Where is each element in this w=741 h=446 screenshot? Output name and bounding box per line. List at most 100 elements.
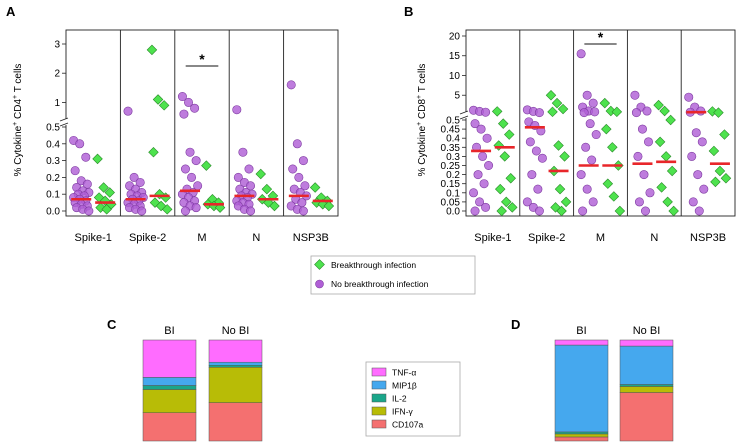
bar-segment bbox=[554, 433, 609, 438]
category-label: N bbox=[650, 232, 658, 244]
bar-segment bbox=[208, 367, 263, 403]
point-breakthrough bbox=[560, 196, 572, 208]
point-no-breakthrough bbox=[294, 172, 304, 182]
y-tick-label: 2 bbox=[54, 69, 60, 80]
significance-star: * bbox=[598, 29, 604, 45]
point-breakthrough bbox=[719, 129, 730, 140]
bar-segment bbox=[554, 436, 609, 442]
point-breakthrough bbox=[104, 187, 115, 198]
panel-d: D BI No BI bbox=[511, 317, 674, 442]
point-breakthrough bbox=[493, 140, 504, 151]
bar-legend-label: MIP1β bbox=[392, 381, 417, 391]
point-no-breakthrough bbox=[581, 142, 591, 152]
point-no-breakthrough bbox=[684, 92, 694, 102]
point-no-breakthrough bbox=[576, 170, 586, 180]
point-no-breakthrough bbox=[590, 107, 600, 117]
y-tick-label: 0.1 bbox=[46, 190, 60, 201]
point-no-breakthrough bbox=[478, 151, 488, 161]
point-no-breakthrough bbox=[582, 90, 592, 100]
bar-segment bbox=[142, 339, 197, 378]
point-breakthrough bbox=[261, 183, 273, 195]
point-breakthrough bbox=[501, 196, 512, 208]
point-breakthrough bbox=[504, 129, 515, 140]
point-no-breakthrough bbox=[588, 197, 598, 207]
point-breakthrough bbox=[496, 205, 507, 217]
bar-segment bbox=[142, 377, 197, 386]
y-tick-label: 0.0 bbox=[46, 207, 60, 218]
point-breakthrough bbox=[146, 44, 158, 56]
category-label: NSP3B bbox=[293, 232, 329, 244]
point-no-breakthrough bbox=[481, 107, 491, 117]
point-no-breakthrough bbox=[292, 139, 302, 149]
bar-segment bbox=[554, 431, 609, 435]
legend-no-breakthrough-marker bbox=[315, 279, 324, 289]
ylabel-a: % Cytokine+ CD4+ T cells bbox=[12, 64, 24, 177]
point-no-breakthrough bbox=[642, 106, 652, 116]
point-breakthrough bbox=[659, 105, 670, 117]
point-no-breakthrough bbox=[639, 170, 649, 180]
point-no-breakthrough bbox=[484, 161, 494, 171]
point-breakthrough bbox=[602, 178, 614, 189]
point-no-breakthrough bbox=[135, 177, 145, 187]
bar-legend-swatch bbox=[371, 367, 387, 377]
point-breakthrough bbox=[269, 200, 280, 212]
point-no-breakthrough bbox=[246, 206, 256, 216]
point-breakthrough bbox=[553, 140, 564, 151]
significance-star: * bbox=[199, 51, 205, 67]
bar-legend-label: TNF-α bbox=[392, 368, 416, 378]
point-no-breakthrough bbox=[582, 184, 592, 194]
point-breakthrough bbox=[545, 89, 557, 101]
point-no-breakthrough bbox=[185, 147, 195, 157]
point-no-breakthrough bbox=[631, 108, 641, 118]
point-breakthrough bbox=[551, 97, 563, 109]
point-breakthrough bbox=[309, 182, 321, 193]
point-no-breakthrough bbox=[129, 172, 139, 182]
panel-c: C BI No BI bbox=[107, 317, 263, 442]
y-tick-label: 0.35 bbox=[441, 143, 461, 154]
point-breakthrough bbox=[491, 106, 503, 117]
point-breakthrough bbox=[665, 114, 676, 126]
point-no-breakthrough bbox=[190, 103, 200, 113]
point-breakthrough bbox=[92, 153, 103, 165]
axis-break-mark bbox=[459, 110, 469, 115]
point-breakthrough bbox=[713, 107, 724, 118]
point-no-breakthrough bbox=[588, 98, 598, 108]
point-no-breakthrough bbox=[232, 105, 242, 115]
y-tick-label: 0.05 bbox=[441, 197, 461, 208]
point-no-breakthrough bbox=[694, 206, 704, 216]
plot-frame bbox=[465, 29, 736, 217]
point-no-breakthrough bbox=[70, 166, 80, 176]
panel-b: B % Cytokine+ CD8+ T cells 0.00.050.10.1… bbox=[404, 4, 736, 244]
point-breakthrough bbox=[201, 160, 212, 171]
bar-segment bbox=[619, 386, 674, 393]
ylabel-b: % Cytokine+ CD8+ T cells bbox=[416, 64, 428, 177]
bar-segment bbox=[554, 344, 609, 433]
bar-segment bbox=[208, 339, 263, 363]
point-breakthrough bbox=[601, 123, 612, 135]
category-label: Spike-2 bbox=[528, 232, 565, 244]
point-no-breakthrough bbox=[180, 206, 190, 216]
point-no-breakthrough bbox=[633, 151, 643, 161]
axis-break-mark bbox=[59, 117, 69, 122]
plot-area-b: 0.00.050.10.150.20.250.30.350.40.450.5 5 1… bbox=[441, 29, 736, 244]
point-no-breakthrough bbox=[699, 184, 709, 194]
y-tick-label: 5 bbox=[454, 91, 460, 102]
point-no-breakthrough bbox=[470, 119, 480, 129]
point-no-breakthrough bbox=[123, 106, 133, 116]
point-no-breakthrough bbox=[591, 130, 601, 140]
point-breakthrough bbox=[662, 196, 673, 208]
bar-segment bbox=[554, 339, 609, 346]
bar-segment bbox=[142, 412, 197, 442]
point-breakthrough bbox=[557, 103, 569, 115]
y-tick-label: 15 bbox=[449, 51, 461, 62]
point-no-breakthrough bbox=[579, 108, 589, 118]
category-label: Spike-1 bbox=[474, 232, 511, 244]
point-no-breakthrough bbox=[191, 203, 201, 213]
point-breakthrough bbox=[668, 205, 679, 217]
legend-breakthrough-marker bbox=[314, 259, 325, 270]
point-no-breakthrough bbox=[469, 188, 479, 198]
panel-letter-d: D bbox=[511, 317, 520, 332]
point-no-breakthrough bbox=[537, 153, 547, 163]
category-label: M bbox=[596, 232, 605, 244]
point-no-breakthrough bbox=[534, 206, 544, 216]
